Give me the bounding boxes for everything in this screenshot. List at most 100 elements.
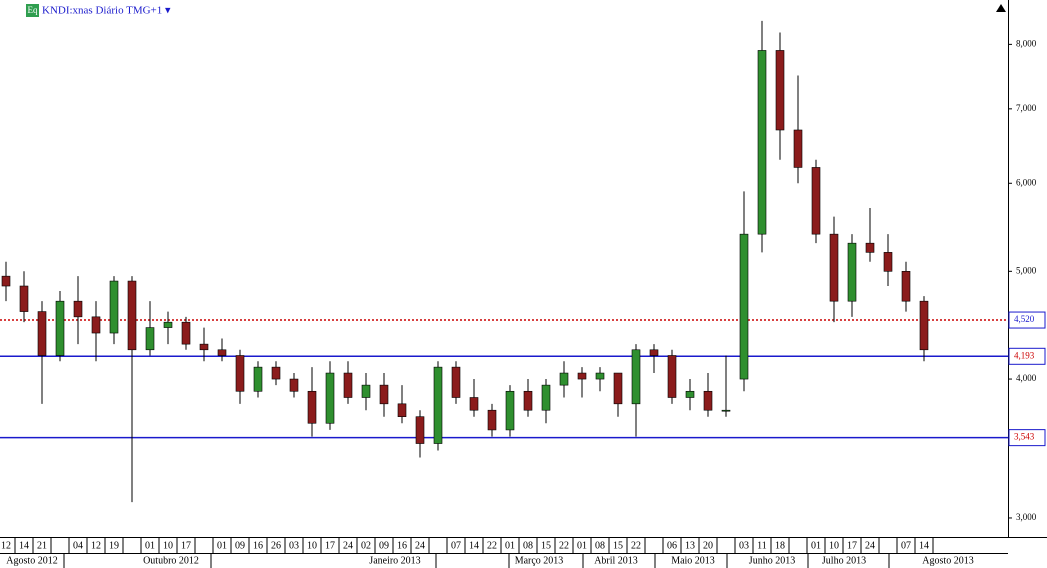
- candle-body: [379, 384, 389, 405]
- x-tick-label: 08: [595, 540, 605, 551]
- candle-body: [739, 233, 749, 380]
- scroll-icon[interactable]: [996, 4, 1006, 12]
- candle-body: [865, 242, 875, 253]
- x-tick-label: 01: [577, 540, 587, 551]
- x-tick-label: 12: [1, 540, 11, 551]
- level-box: [1008, 311, 1046, 329]
- x-tick-label: 07: [451, 540, 461, 551]
- x-tick-label: 19: [109, 540, 119, 551]
- x-tick-label: 14: [919, 540, 929, 551]
- candle-body: [721, 409, 731, 412]
- level-box: [1008, 347, 1046, 365]
- y-tick-label: 4,000: [1016, 373, 1037, 383]
- candle-body: [559, 372, 569, 386]
- candle-body: [415, 416, 425, 444]
- candle-body: [595, 372, 605, 380]
- candle-body: [757, 50, 767, 235]
- y-tick-label: 6,000: [1016, 177, 1037, 187]
- x-tick-label: 08: [523, 540, 533, 551]
- candle-body: [577, 372, 587, 380]
- x-tick-label: 16: [253, 540, 263, 551]
- x-tick-label: 14: [469, 540, 479, 551]
- month-label: Junho 2013: [749, 555, 795, 566]
- candle-body: [91, 316, 101, 334]
- month-label: Abril 2013: [594, 555, 638, 566]
- x-tick-label: 17: [847, 540, 857, 551]
- x-tick-label: 24: [343, 540, 353, 551]
- candle-body: [811, 167, 821, 235]
- x-tick-label: 22: [487, 540, 497, 551]
- x-tick-label: 06: [667, 540, 677, 551]
- month-label: Janeiro 2013: [369, 555, 420, 566]
- x-tick-label: 09: [235, 540, 245, 551]
- y-tick-label: 7,000: [1016, 103, 1037, 113]
- candle-body: [55, 300, 65, 356]
- x-tick-label: 09: [379, 540, 389, 551]
- candle-body: [325, 372, 335, 424]
- candle-body: [847, 242, 857, 302]
- candle-body: [109, 280, 119, 334]
- x-tick-label: 10: [307, 540, 317, 551]
- candle-body: [127, 280, 137, 351]
- candle-body: [793, 129, 803, 168]
- candle-body: [667, 355, 677, 398]
- x-tick-label: 26: [271, 540, 281, 551]
- candle-body: [685, 390, 695, 398]
- month-label: Agosto 2013: [922, 555, 973, 566]
- candle-body: [451, 366, 461, 398]
- candle-body: [37, 311, 47, 356]
- x-tick-label: 17: [181, 540, 191, 551]
- candle-body: [253, 366, 263, 392]
- candle-body: [775, 50, 785, 131]
- x-tick-label: 01: [217, 540, 227, 551]
- x-tick-label: 17: [325, 540, 335, 551]
- level-box: [1008, 429, 1046, 447]
- x-tick-label: 01: [811, 540, 821, 551]
- candle-body: [307, 390, 317, 424]
- candle-body: [217, 349, 227, 356]
- level-label: 4,520: [1014, 314, 1035, 324]
- candle-body: [901, 271, 911, 302]
- x-tick-label: 24: [415, 540, 425, 551]
- month-label: Outubro 2012: [143, 555, 199, 566]
- candle-body: [703, 390, 713, 411]
- candle-body: [163, 321, 173, 328]
- candle-body: [883, 252, 893, 272]
- badge: Eq: [28, 5, 38, 15]
- candle-body: [919, 300, 929, 351]
- x-tick-label: 15: [541, 540, 551, 551]
- candle-body: [613, 372, 623, 405]
- month-label: Março 2013: [515, 555, 564, 566]
- candle-body: [361, 384, 371, 398]
- x-tick-label: 04: [73, 540, 83, 551]
- x-tick-label: 14: [19, 540, 29, 551]
- x-tick-label: 15: [613, 540, 623, 551]
- level-label: 4,193: [1014, 350, 1035, 360]
- x-tick-label: 03: [739, 540, 749, 551]
- x-tick-label: 07: [901, 540, 911, 551]
- month-label: Julho 2013: [822, 555, 866, 566]
- month-label: Maio 2013: [671, 555, 715, 566]
- x-tick-label: 21: [37, 540, 47, 551]
- candle-body: [145, 327, 155, 351]
- x-tick-label: 16: [397, 540, 407, 551]
- candle-body: [397, 403, 407, 417]
- candle-body: [73, 300, 83, 318]
- candle-body: [433, 366, 443, 444]
- candle-body: [235, 355, 245, 392]
- x-tick-label: 03: [289, 540, 299, 551]
- candle-body: [487, 409, 497, 431]
- x-tick-label: 12: [91, 540, 101, 551]
- month-label: Agosto 2012: [6, 555, 57, 566]
- candle-body: [271, 366, 281, 380]
- badge-box: [26, 4, 39, 17]
- chart-title: KNDI:xnas Diário TMG+1 ▾: [42, 5, 171, 17]
- x-tick-label: 22: [559, 540, 569, 551]
- x-tick-label: 10: [163, 540, 173, 551]
- candle-body: [469, 397, 479, 411]
- candle-body: [541, 384, 551, 411]
- candle-body: [343, 372, 353, 398]
- x-tick-label: 10: [829, 540, 839, 551]
- y-tick-label: 8,000: [1016, 38, 1037, 48]
